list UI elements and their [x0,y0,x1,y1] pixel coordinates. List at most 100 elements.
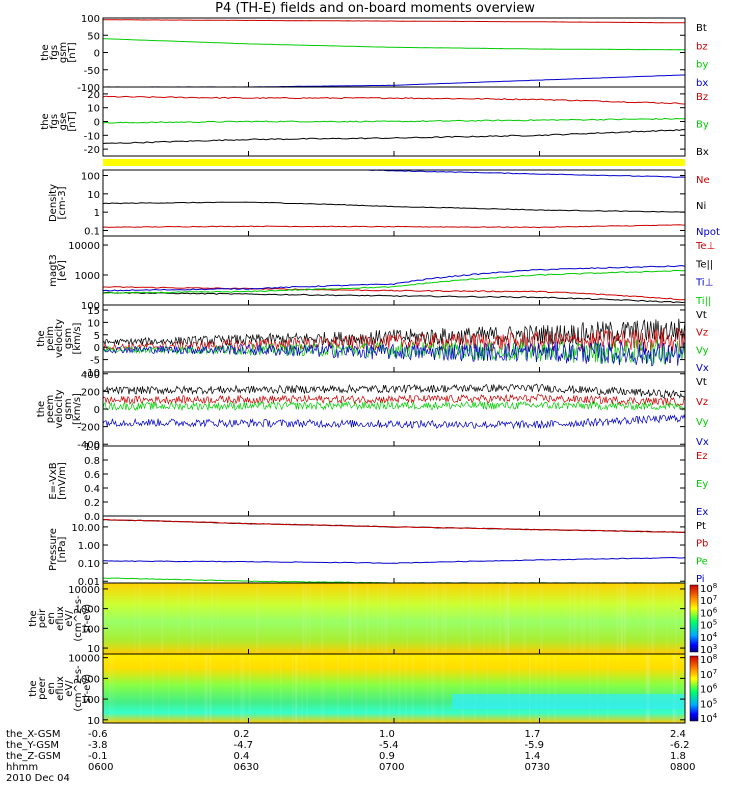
legend-entry-bx: Bx [696,147,709,158]
y-axis-label: eV/ [64,610,75,627]
spectrogram-streak [367,583,369,654]
y-axis-label: peim [45,326,56,351]
spectrogram-streak [209,654,212,723]
y-tick-label: 1000 [75,605,100,616]
spectrogram-streak [583,583,585,654]
y-axis-label: [mV/m] [57,462,68,500]
footer-row-value: 2.4 [670,729,686,740]
colorbar-tick-label: 106 [700,683,718,696]
spectrogram-streak [425,583,428,654]
spectrogram-streak [280,654,282,723]
panel-2: 100 10 1 0.1 Density[cm-3] Ne Ni Npot [48,169,720,238]
spectrogram-streak [295,654,298,723]
legend-entry-pb: Pb [696,539,708,550]
y-tick-label: 10000 [68,241,100,252]
spectrogram-streak [303,583,305,654]
spectrogram-streak [398,654,401,723]
y-tick-label: 1000 [75,674,100,685]
y-tick-label: 10 [87,190,100,201]
y-axis-label: peer [37,676,48,700]
panel-7: 10.00 1.00 0.10 0.01 Pressure[nPa] Pt Pb Pe Pi [48,515,708,588]
spectrogram-streak [589,654,591,723]
spectrogram-streak [441,654,445,723]
colorbar-tick-label: 105 [700,619,717,632]
spectrogram-streak [404,654,407,723]
spectrogram-streak [507,654,511,723]
y-tick-label: 0 [94,343,100,354]
y-tick-label: -10 [84,368,100,379]
spectrogram-streak [444,583,447,654]
y-tick-label: 0.8 [84,456,100,467]
spectrogram-streak [593,583,596,654]
colorbar-tick-label: 104 [700,712,718,725]
spectrogram-streak [379,654,383,723]
y-axis-label: [cm-3] [57,186,68,219]
legend-entry-te||: Te|| [695,259,713,270]
colorbar-tick-exponent: 4 [713,631,718,639]
legend-entry-ni: Ni [696,201,706,212]
legend-entry-vz: Vz [696,328,708,339]
y-axis-label: eV/ [64,680,75,697]
y-tick-label: 0.1 [84,226,100,237]
spectrogram-streak [671,654,673,723]
legend-entry-pi: Pi [696,574,705,585]
spectrogram-streak [673,654,675,723]
spectrogram-streak [248,654,251,723]
legend-entry-npot: Npot [696,227,720,238]
spectrogram-streak [336,654,340,723]
series-line-npot [103,169,686,178]
series-line-pb [102,518,686,533]
footer-row-value: -6.2 [670,740,690,751]
spectrogram-streak [306,654,309,723]
spectrogram-streak [652,583,655,654]
panel-frame [102,17,686,88]
spectrogram-streak [217,583,219,654]
panel-frame [102,515,686,584]
spectrogram-streak [167,654,170,723]
legend-entry-pe: Pe [696,556,708,567]
y-tick-label: 100 [81,695,100,706]
y-axis-label: eflux [55,606,66,631]
spectrogram-streak [675,654,678,723]
legend-entry-ne: Ne [696,175,710,186]
y-axis-label: gsm [58,42,69,63]
spectrogram-streak [624,583,626,654]
panel-frame [102,304,686,373]
y-axis-label: the [28,680,39,696]
spectrogram-streak [518,654,521,723]
spectrogram-streak [507,583,510,654]
spectrogram-streak [647,583,650,654]
spectrogram-streak [568,583,572,654]
spectrogram-streak [645,654,649,723]
colorbar-tick-exponent: 5 [713,697,717,705]
y-axis-label: en [46,682,57,695]
spectrogram-streak [384,583,388,654]
y-tick-label: -5 [90,356,100,367]
y-axis-label: peem [45,395,56,423]
colorbar-tick-exponent: 4 [713,712,718,720]
spectrogram [103,583,685,654]
series-line-vt [102,318,686,347]
panel-frame [102,371,686,447]
y-tick-label: 0.0 [84,512,100,523]
colorbar-tick-exponent: 8 [713,653,717,661]
spectrogram-streak [431,583,434,654]
legend-entry-ey: Ey [696,479,708,490]
y-tick-label: 1 [94,208,100,219]
series-line-by [102,38,686,51]
spectrogram-streak [255,583,259,654]
panel-3: 10000 1000 100 magt3[eV] Te⊥ Te|| Ti⊥ Ti|| [48,235,715,312]
colorbar-tick-label: 104 [700,631,718,644]
y-tick-label: 10000 [68,654,100,665]
footer-row-value: 1.7 [524,729,541,740]
spectrogram-streak [523,583,526,654]
spectrogram-streak [575,583,577,654]
spectrogram-streak [589,583,592,654]
spectrogram-streak [271,654,274,723]
y-tick-label: 20 [87,90,100,101]
legend-entry-pt: Pt [696,521,706,532]
legend-entry-vy: Vy [696,417,709,428]
y-axis-label: the [36,330,47,346]
spectrogram-streak [426,654,429,723]
